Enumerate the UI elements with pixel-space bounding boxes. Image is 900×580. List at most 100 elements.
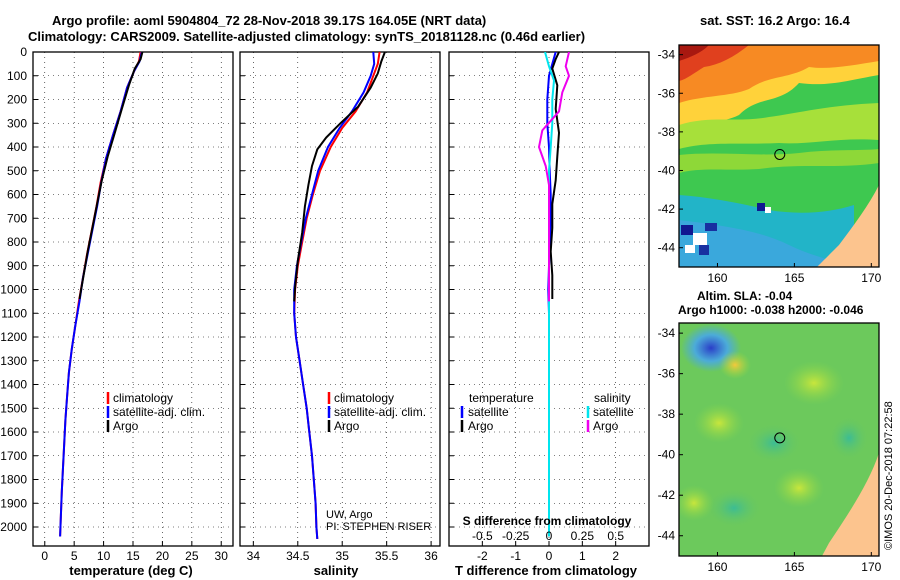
xtick-label: -2 — [477, 549, 488, 563]
difference-legend: temperature satellite Argo salinity sate… — [460, 391, 634, 433]
depth-tick-label: 1400 — [0, 378, 27, 392]
legend-temperature-heading: temperature — [469, 391, 534, 405]
legend-t-argo-label: Argo — [468, 419, 494, 433]
top-tick-label: 0.25 — [571, 529, 595, 543]
legend-satellite-label: satellite-adj. clim. — [113, 405, 205, 419]
sla-map-title-line1: Altim. SLA: -0.04 — [697, 289, 793, 303]
salinity-annotation-line1: UW, Argo — [326, 509, 372, 521]
depth-tick-label: 1800 — [0, 473, 27, 487]
temperature-xlabel: temperature (deg C) — [69, 563, 193, 578]
map-xtick-label: 160 — [707, 560, 727, 574]
difference-top-axis: -0.5 -0.25 0 0.25 0.5 — [472, 529, 624, 543]
depth-tick-label: 900 — [7, 259, 27, 273]
map-ytick-label: -42 — [658, 202, 676, 216]
xtick-label: 2 — [612, 549, 619, 563]
map-xtick-label: 165 — [784, 271, 804, 285]
depth-tick-label: 300 — [7, 116, 27, 130]
legend-argo-label: Argo — [113, 419, 139, 433]
difference-lines — [537, 52, 571, 537]
legend-climatology-label: climatology — [113, 391, 173, 405]
depth-tick-label: 600 — [7, 188, 27, 202]
xtick-label: 34 — [247, 549, 261, 563]
sla-map-title-line2: Argo h1000: -0.038 h2000: -0.046 — [678, 303, 864, 317]
series-line-t-argo — [549, 52, 561, 299]
depth-tick-label: 800 — [7, 235, 27, 249]
sst-map-axes: 160 165 170 -34 -36 -38 -40 -42 -44 — [658, 48, 882, 285]
depth-tick-label: 1500 — [0, 401, 27, 415]
temperature-grid — [33, 51, 233, 546]
salinity-annotation-line2: PI: STEPHEN RISER — [326, 521, 431, 533]
depth-tick-label: 700 — [7, 211, 27, 225]
legend-s-argo-label: Argo — [593, 419, 619, 433]
depth-tick-label: 1000 — [0, 283, 27, 297]
map-xtick-label: 170 — [861, 560, 881, 574]
difference-xlabel: T difference from climatology — [455, 563, 638, 578]
map-ytick-label: -40 — [658, 163, 676, 177]
map-ytick-label: -38 — [658, 407, 676, 421]
sla-map — [678, 322, 880, 557]
argo-location-marker — [774, 148, 786, 160]
xtick-label: 0 — [546, 549, 553, 563]
legend-s-satellite-label: satellite — [593, 405, 634, 419]
salinity-lines — [293, 52, 386, 539]
salinity-panel — [239, 51, 441, 547]
depth-tick-label: 200 — [7, 93, 27, 107]
depth-tick-label: 1600 — [0, 425, 27, 439]
temperature-legend: climatology satellite-adj. clim. Argo — [106, 391, 205, 433]
xtick-label: 10 — [97, 549, 111, 563]
legend-climatology-label: climatology — [334, 391, 394, 405]
map-ytick-label: -36 — [658, 367, 676, 381]
top-tick-label: 0 — [546, 529, 553, 543]
depth-tick-label: 0 — [20, 211, 27, 225]
top-tick-label: -0.25 — [502, 529, 530, 543]
xtick-label: 34.5 — [286, 549, 310, 563]
chart-title-line1: Argo profile: aoml 5904804_72 28-Nov-201… — [52, 13, 487, 28]
salinity-legend: climatology satellite-adj. clim. Argo — [327, 391, 426, 433]
salinity-x-axis: 34 34.5 35 35.5 36 — [247, 541, 438, 563]
depth-tick-label: 1900 — [0, 496, 27, 510]
xtick-label: 35.5 — [375, 549, 399, 563]
depth-tick-label: 1700 — [0, 449, 27, 463]
map-ytick-label: -34 — [658, 48, 676, 62]
depth-tick-label: 0 — [20, 45, 27, 59]
imos-credit: ©IMOS 20-Dec-2018 07:22:58 — [883, 401, 895, 550]
series-line-argo — [293, 52, 386, 302]
xtick-label: -1 — [510, 549, 521, 563]
xtick-label: 1 — [579, 549, 586, 563]
map-ytick-label: -42 — [658, 488, 676, 502]
depth-tick-label: 1300 — [0, 354, 27, 368]
xtick-label: 0 — [41, 549, 48, 563]
sst-map — [678, 44, 880, 268]
temperature-lines — [59, 52, 144, 537]
depth-tick-label: 500 — [7, 164, 27, 178]
map-xtick-label: 160 — [707, 271, 727, 285]
sst-map-title: sat. SST: 16.2 Argo: 16.4 — [700, 13, 850, 28]
xtick-label: 5 — [71, 549, 78, 563]
argo-location-marker — [774, 432, 786, 444]
difference-x-axis: -2 -1 0 1 2 — [477, 541, 619, 563]
series-line-s-argo — [537, 52, 571, 302]
map-xtick-label: 170 — [861, 271, 881, 285]
chart-title-line2: Climatology: CARS2009. Satellite-adjuste… — [28, 29, 586, 44]
map-xtick-label: 165 — [784, 560, 804, 574]
map-ytick-label: -44 — [658, 529, 676, 543]
legend-argo-label: Argo — [334, 419, 360, 433]
sla-map-axes: 160 165 170 -34 -36 -38 -40 -42 -44 — [658, 326, 882, 574]
map-ytick-label: -38 — [658, 125, 676, 139]
xtick-label: 20 — [156, 549, 170, 563]
top-tick-label: 0.5 — [607, 529, 624, 543]
depth-tick-label: 2000 — [0, 520, 27, 534]
depth-tick-label: 1100 — [1, 306, 27, 320]
map-ytick-label: -44 — [658, 241, 676, 255]
depth-tick-label: 100 — [7, 69, 27, 83]
legend-satellite-label: satellite-adj. clim. — [334, 405, 426, 419]
xtick-label: 25 — [185, 549, 199, 563]
xtick-label: 30 — [215, 549, 229, 563]
map-ytick-label: -36 — [658, 86, 676, 100]
legend-salinity-heading: salinity — [594, 391, 631, 405]
depth-tick-label: 400 — [7, 140, 27, 154]
xtick-label: 36 — [424, 549, 438, 563]
series-line-argo — [78, 52, 144, 300]
salinity-xlabel: salinity — [314, 563, 360, 578]
